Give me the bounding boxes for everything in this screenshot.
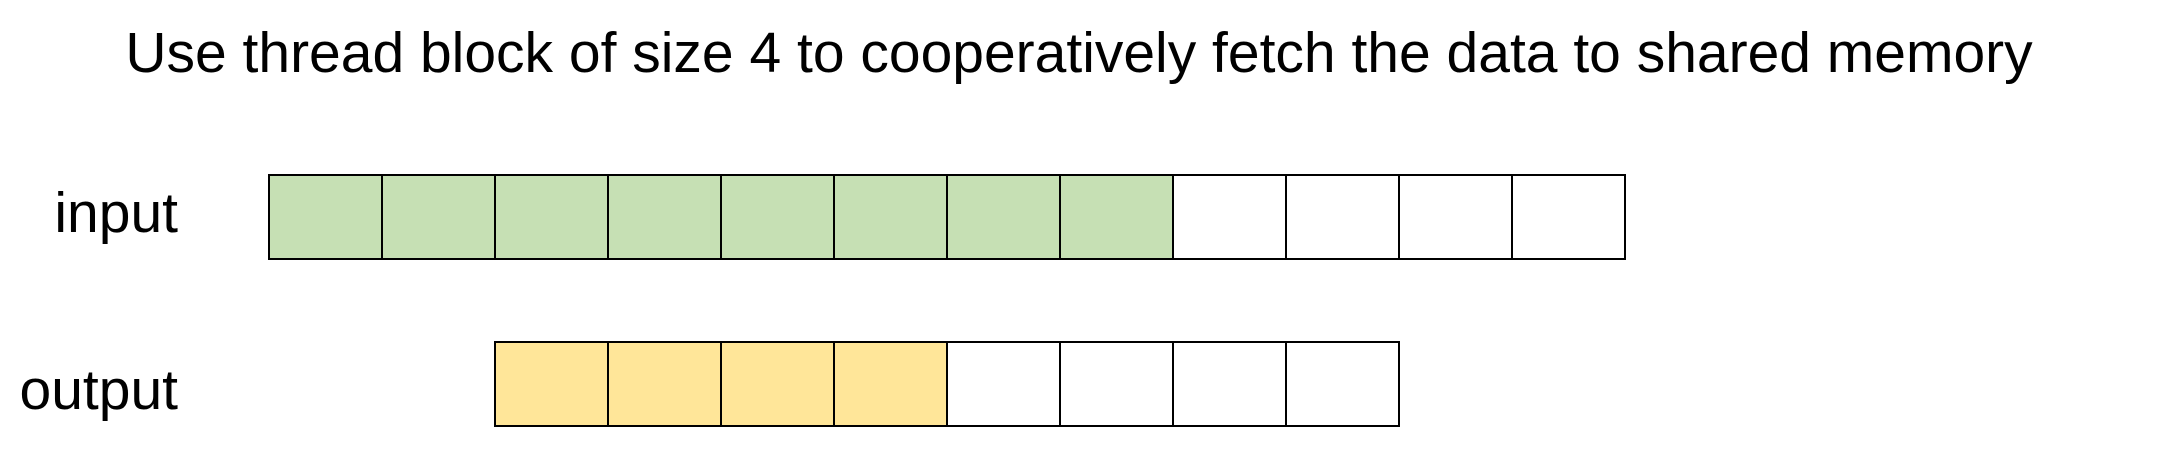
input-cell-filled — [948, 174, 1061, 260]
output-row-label: output — [19, 358, 178, 422]
output-cell-filled — [496, 341, 609, 427]
output-cell-empty — [1174, 341, 1287, 427]
output-array — [494, 341, 1400, 427]
output-cell-empty — [1287, 341, 1400, 427]
input-cell-empty — [1400, 174, 1513, 260]
input-cell-filled — [496, 174, 609, 260]
output-cell-filled — [722, 341, 835, 427]
input-cell-empty — [1513, 174, 1626, 260]
output-cell-filled — [609, 341, 722, 427]
output-cell-empty — [1061, 341, 1174, 427]
input-cell-filled — [609, 174, 722, 260]
input-row-label: input — [54, 181, 178, 245]
diagram-title: Use thread block of size 4 to cooperativ… — [125, 21, 2033, 85]
input-cell-empty — [1174, 174, 1287, 260]
output-cell-filled — [835, 341, 948, 427]
input-cell-filled — [270, 174, 383, 260]
input-cell-empty — [1287, 174, 1400, 260]
input-cell-filled — [1061, 174, 1174, 260]
input-cell-filled — [835, 174, 948, 260]
input-cell-filled — [722, 174, 835, 260]
input-array — [268, 174, 1626, 260]
output-cell-empty — [948, 341, 1061, 427]
input-cell-filled — [383, 174, 496, 260]
